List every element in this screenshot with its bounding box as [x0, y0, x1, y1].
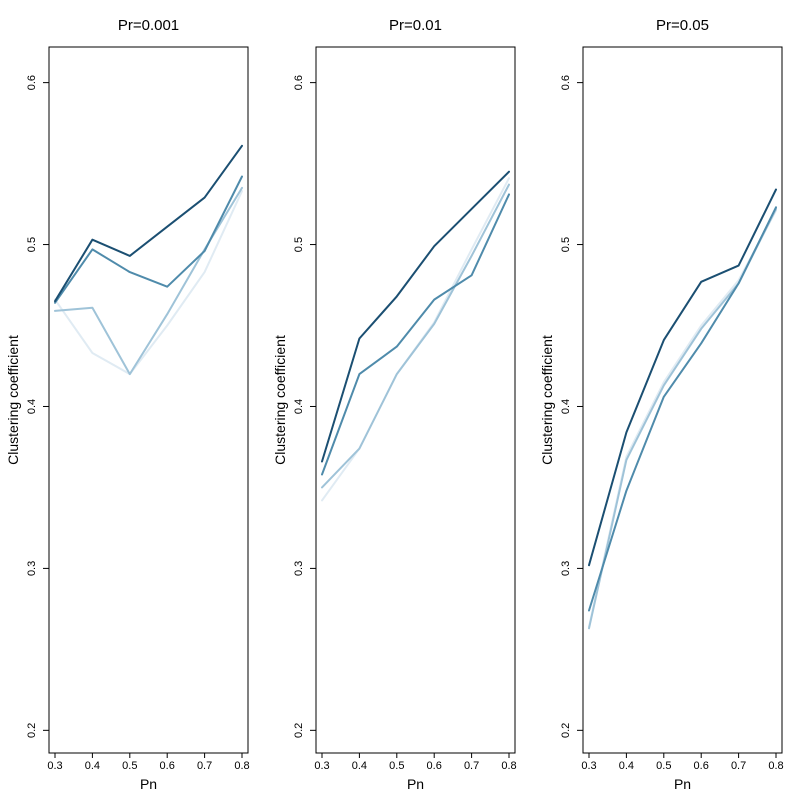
panel-title: Pr=0.01: [389, 17, 442, 34]
series-line-4: [321, 170, 510, 463]
panel-title: Pr=0.05: [656, 17, 709, 34]
y-axis-label: Clustering coefficient: [5, 335, 21, 465]
y-tick-label: 0.4: [26, 399, 38, 414]
x-tick-label: 0.5: [122, 760, 137, 772]
y-tick-label: 0.4: [293, 399, 305, 414]
x-tick-label: 0.3: [581, 760, 596, 772]
y-tick-label: 0.5: [560, 237, 572, 252]
series-group: [321, 170, 510, 502]
series-line-2: [321, 183, 510, 489]
x-tick-label: 0.6: [427, 760, 442, 772]
chart-panel-2: Pr=0.01 0.2 0.3 0.4 0.5 0.6 0.3 0.4 0.5 0.6 0.7 0.8…: [272, 17, 517, 792]
x-axis-label: Pn: [674, 776, 691, 792]
x-tick-label: 0.7: [731, 760, 746, 772]
series-line-2: [54, 186, 243, 376]
series-line-3: [321, 193, 510, 476]
x-tick-label: 0.3: [47, 760, 62, 772]
y-tick-label: 0.3: [560, 561, 572, 576]
x-tick-label: 0.5: [656, 760, 671, 772]
y-tick-label: 0.2: [26, 723, 38, 738]
x-tick-label: 0.4: [619, 760, 634, 772]
panel-title: Pr=0.001: [118, 17, 179, 34]
x-tick-label: 0.4: [352, 760, 367, 772]
x-tick-label: 0.7: [464, 760, 479, 772]
chart-panel-3: Pr=0.05 0.2 0.3 0.4 0.5 0.6 0.3 0.4 0.5 0.6 0.7 0.8…: [539, 17, 784, 792]
x-axis-label: Pn: [140, 776, 157, 792]
series-line-1: [588, 209, 777, 628]
series-line-3: [54, 175, 243, 304]
y-tick-label: 0.3: [26, 561, 38, 576]
x-tick-label: 0.6: [694, 760, 709, 772]
series-group: [54, 144, 243, 376]
x-tick-label: 0.5: [389, 760, 404, 772]
y-tick-label: 0.5: [26, 237, 38, 252]
x-tick-label: 0.3: [314, 760, 329, 772]
y-tick-label: 0.2: [560, 723, 572, 738]
series-line-4: [54, 144, 243, 303]
x-tick-label: 0.8: [501, 760, 516, 772]
y-axis-label: Clustering coefficient: [539, 335, 555, 465]
series-line-2: [588, 207, 777, 630]
y-tick-label: 0.6: [26, 75, 38, 90]
x-axis-label: Pn: [407, 776, 424, 792]
x-tick-label: 0.6: [160, 760, 175, 772]
series-line-4: [588, 188, 777, 567]
series-line-1: [54, 190, 243, 376]
series-line-1: [321, 177, 510, 502]
series-group: [588, 188, 777, 630]
plot-frame: [582, 46, 783, 754]
y-tick-label: 0.6: [560, 75, 572, 90]
x-tick-label: 0.7: [197, 760, 212, 772]
y-tick-label: 0.2: [293, 723, 305, 738]
y-tick-label: 0.3: [293, 561, 305, 576]
y-tick-label: 0.6: [293, 75, 305, 90]
x-tick-label: 0.8: [234, 760, 249, 772]
plot-frame: [48, 46, 249, 754]
y-tick-label: 0.4: [560, 399, 572, 414]
chart-panel-1: Pr=0.001 0.2 0.3 0.4 0.5 0.6 0.3 0.4 0.5 0.6 0.7 0.…: [5, 17, 250, 792]
plot-frame: [315, 46, 516, 754]
series-line-3: [588, 206, 777, 612]
x-tick-label: 0.4: [85, 760, 100, 772]
x-tick-label: 0.8: [768, 760, 783, 772]
y-tick-label: 0.5: [293, 237, 305, 252]
y-axis-label: Clustering coefficient: [272, 335, 288, 465]
